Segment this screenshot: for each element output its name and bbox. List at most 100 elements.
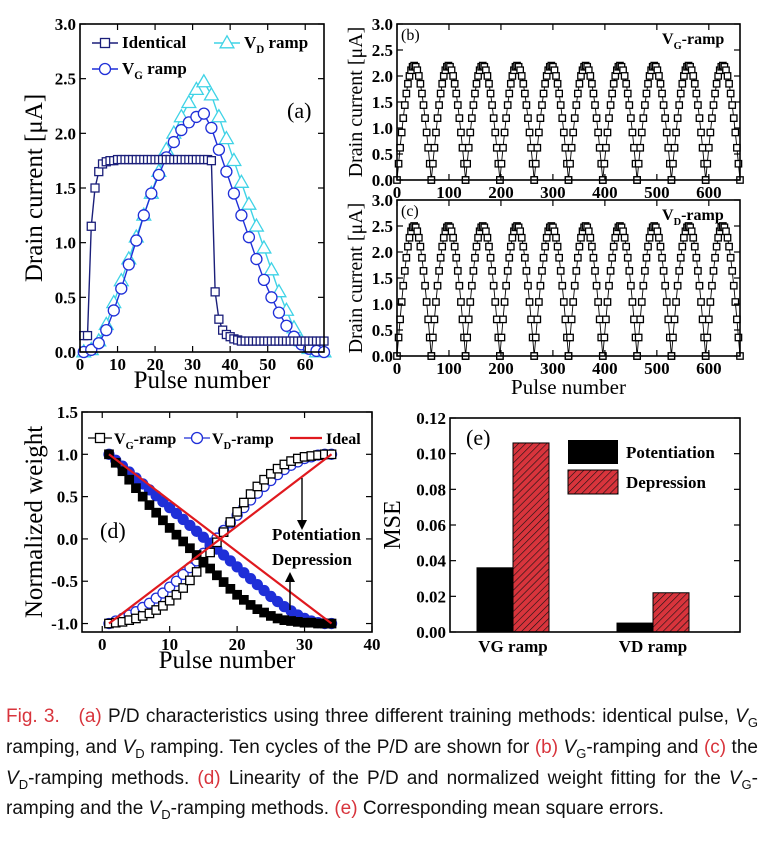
pb-point-221 bbox=[723, 72, 732, 80]
panel-d-point-1-16 bbox=[212, 570, 222, 581]
pb-point-73 bbox=[502, 114, 510, 123]
pc-point-180 bbox=[662, 298, 671, 306]
pb-point-18 bbox=[421, 114, 429, 123]
pc-point-51 bbox=[469, 267, 478, 275]
caption-e: (e) bbox=[334, 798, 358, 820]
pc-point-25 bbox=[430, 315, 439, 324]
pc-point-227 bbox=[733, 315, 741, 324]
pc-point-36 bbox=[447, 227, 456, 236]
pc-point-123 bbox=[577, 233, 585, 242]
panel-d-point-0-18 bbox=[225, 517, 236, 527]
panel-a-point-1-24 bbox=[255, 239, 272, 254]
panel-a-point-1-17 bbox=[203, 86, 220, 101]
pb-point-191 bbox=[678, 79, 687, 88]
pc-point-39 bbox=[452, 253, 461, 262]
pb-point-164 bbox=[637, 128, 646, 137]
caption-vd-2: V bbox=[6, 767, 19, 789]
pc-point-37 bbox=[449, 233, 457, 242]
panel-a-point-1-22 bbox=[240, 195, 257, 210]
panel-d-ytick-label-5: 1.5 bbox=[57, 403, 78, 422]
pb-point-72 bbox=[500, 128, 509, 137]
pc-ytick-label-1: 0.5 bbox=[372, 321, 393, 340]
pc-point-18 bbox=[421, 281, 429, 290]
panel-d-point-1-10 bbox=[171, 529, 182, 540]
pc-point-106 bbox=[552, 233, 560, 242]
pc-ytick-label-4: 2.0 bbox=[372, 243, 393, 262]
pc-point-200 bbox=[692, 253, 701, 262]
panel-a-point-2-20 bbox=[227, 187, 241, 200]
pb-point-187 bbox=[672, 128, 680, 137]
panel-d-point-1-9 bbox=[164, 523, 175, 533]
pc-point-226 bbox=[731, 298, 740, 306]
panel-a-point-1-16 bbox=[195, 73, 212, 88]
pb-point-53 bbox=[472, 79, 481, 88]
pb-point-204 bbox=[698, 143, 707, 152]
panel-d-point-1-11 bbox=[178, 536, 189, 547]
caption-vg-sub-3: G bbox=[741, 776, 752, 792]
pc-point-28 bbox=[435, 267, 443, 275]
pc-point-64 bbox=[489, 281, 498, 290]
pb-point-168 bbox=[644, 79, 652, 88]
pc-point-43 bbox=[458, 315, 467, 324]
pc-point-107 bbox=[553, 242, 562, 251]
pc-xtick-label-3: 300 bbox=[540, 359, 566, 378]
panel-e-ytick-label-1: 0.02 bbox=[416, 587, 446, 606]
pb-point-88 bbox=[525, 128, 534, 137]
pc-point-177 bbox=[658, 253, 666, 262]
pc-point-121 bbox=[574, 253, 582, 262]
pb-point-83 bbox=[517, 72, 526, 80]
pc-point-59 bbox=[482, 227, 490, 236]
pc-label: VD-ramp bbox=[662, 207, 724, 228]
pc-point-187 bbox=[672, 298, 680, 306]
pc-point-76 bbox=[506, 242, 515, 251]
pc-point-20 bbox=[424, 315, 433, 324]
pb-point-17 bbox=[419, 101, 428, 109]
caption-a: (a) bbox=[78, 706, 102, 727]
pb-point-4 bbox=[399, 114, 408, 123]
pc-point-47 bbox=[463, 333, 472, 342]
panel-a-legend-marker-1 bbox=[218, 34, 236, 49]
pb-point-211 bbox=[708, 114, 716, 123]
panel-a-point-1-14 bbox=[180, 94, 197, 109]
pb-ytick-label-1: 0.5 bbox=[372, 145, 393, 164]
panel-a-point-2-17 bbox=[205, 121, 218, 135]
pc-point-52 bbox=[471, 253, 479, 262]
pc-xtick-label-4: 400 bbox=[592, 359, 618, 378]
pc-point-199 bbox=[690, 242, 699, 251]
panel-e-ytick-label-2: 0.04 bbox=[416, 552, 446, 571]
pb-point-99 bbox=[541, 79, 549, 88]
pc-point-88 bbox=[525, 298, 534, 306]
pc-point-134 bbox=[594, 298, 602, 306]
pc-point-26 bbox=[432, 298, 440, 306]
pc-point-145 bbox=[609, 242, 618, 251]
pc-point-185 bbox=[669, 333, 677, 342]
pb-point-86 bbox=[522, 101, 531, 109]
pb-point-225 bbox=[729, 114, 738, 123]
panel-a-point-2-19 bbox=[220, 165, 233, 178]
pb-label: VG-ramp bbox=[662, 31, 724, 52]
pc-point-135 bbox=[595, 315, 604, 324]
pb-point-43 bbox=[458, 143, 467, 152]
caption-text-6: -ramping methods. bbox=[28, 767, 198, 789]
pb-point-155 bbox=[625, 101, 634, 109]
pc-point-132 bbox=[591, 267, 599, 275]
pc-ytick-label-5: 2.5 bbox=[372, 217, 393, 236]
pb-point-188 bbox=[673, 114, 682, 123]
pb-point-89 bbox=[527, 143, 535, 152]
pb-xtick-label-0: 0 bbox=[393, 183, 402, 202]
pb-point-180 bbox=[662, 128, 671, 137]
pc-point-209 bbox=[704, 315, 713, 324]
panel-a-point-2-6 bbox=[122, 258, 135, 271]
pb-point-71 bbox=[499, 143, 507, 152]
panel-a-point-2-21 bbox=[235, 209, 248, 222]
pb-point-118 bbox=[569, 128, 578, 137]
pb-point-227 bbox=[733, 143, 741, 152]
pc-point-131 bbox=[589, 253, 598, 262]
pb-point-224 bbox=[728, 101, 737, 109]
panel-d-point-0-8 bbox=[158, 600, 168, 611]
pb-point-97 bbox=[538, 101, 546, 109]
pb-point-7 bbox=[404, 79, 412, 88]
pc-point-133 bbox=[592, 281, 601, 290]
caption-vd: V bbox=[122, 736, 136, 758]
panel-a-point-2-8 bbox=[137, 209, 150, 222]
